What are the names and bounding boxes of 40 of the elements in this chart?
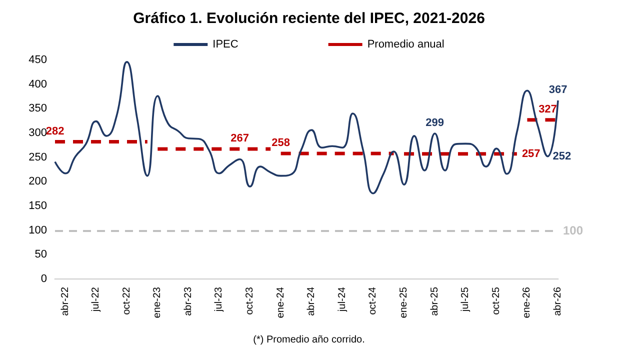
y-tick-label: 200	[28, 176, 47, 188]
x-tick-label: ene-26	[522, 286, 533, 318]
y-tick-label: 150	[28, 200, 47, 212]
x-tick-label: jul-23	[214, 286, 225, 312]
data-label: 367	[548, 84, 568, 96]
y-tick-label: 250	[28, 151, 47, 164]
data-label: 257	[522, 148, 540, 160]
y-tick-label: 0	[40, 273, 47, 285]
x-tick-label: ene-25	[398, 286, 410, 318]
x-tick-label: oct-23	[244, 286, 256, 315]
ref-line-label: 100	[563, 223, 584, 238]
y-tick-label: 100	[28, 224, 47, 236]
x-tick-label: oct-25	[490, 286, 502, 315]
x-tick-label: ene-23	[152, 286, 164, 318]
x-tick-label: abr-25	[429, 286, 440, 316]
x-tick-label: jul-24	[336, 286, 348, 312]
y-tick-label: 300	[28, 127, 47, 139]
x-tick-label: oct-24	[368, 286, 379, 315]
data-label: 267	[230, 132, 249, 145]
y-tick-label: 350	[28, 102, 47, 115]
data-label: 282	[46, 125, 64, 138]
y-tick-label: 400	[28, 78, 47, 90]
x-tick-label: jul-25	[460, 286, 472, 312]
legend-label: IPEC	[212, 38, 238, 50]
data-label: 299	[426, 116, 444, 129]
x-tick-label: jul-22	[90, 286, 102, 312]
y-tick-label: 50	[34, 248, 47, 261]
data-label: 327	[538, 103, 557, 116]
x-tick-label: abr-22	[60, 286, 71, 316]
x-tick-label: ene-24	[275, 286, 286, 318]
x-tick-label: abr-26	[552, 286, 564, 316]
chart-title: Gráfico 1. Evolución reciente del IPEC, 2021-2026	[133, 10, 485, 27]
legend-label: Promedio anual	[367, 38, 444, 50]
x-tick-label: abr-24	[306, 286, 318, 316]
data-label: 258	[272, 136, 290, 149]
data-label: 252	[552, 150, 572, 162]
y-tick-label: 450	[28, 54, 47, 66]
text: (*) Promedio año corrido.	[253, 334, 365, 346]
x-tick-label: oct-22	[121, 286, 132, 315]
x-tick-label: abr-23	[182, 286, 194, 316]
